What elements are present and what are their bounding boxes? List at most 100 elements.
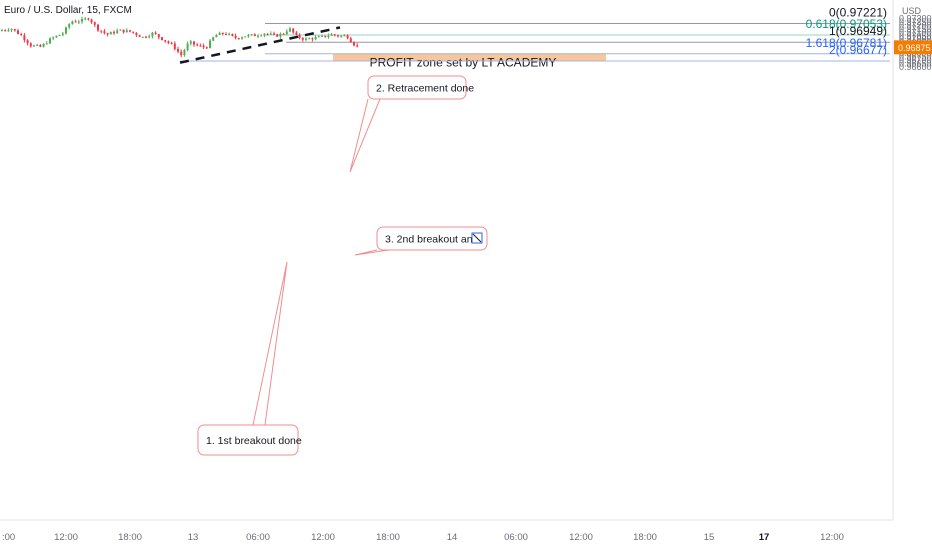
candle-body: [260, 35, 263, 37]
x-tick-label: 15: [704, 532, 715, 543]
y-tick-label: 0.97150: [899, 24, 932, 34]
candle-body: [253, 34, 256, 37]
x-tick-label: 14: [447, 532, 458, 543]
candle-body: [68, 24, 71, 28]
candle-body: [237, 38, 240, 40]
candle-body: [218, 32, 221, 35]
x-tick-label: 06:00: [504, 532, 528, 543]
y-tick-label: 0.97300: [899, 14, 932, 24]
x-tick-label: 13: [188, 532, 199, 543]
fib-label: 2(0.96677): [829, 43, 887, 57]
y-tick-label: 0.97250: [899, 17, 932, 27]
fib-label: 0.618(0.97053): [806, 17, 887, 31]
candle-body: [340, 35, 343, 37]
candle-body: [193, 41, 195, 45]
candle-body: [125, 30, 128, 33]
candle-body: [247, 34, 250, 37]
candle-body: [231, 33, 234, 36]
trendline: [179, 26, 341, 64]
current-price-tag: [894, 40, 932, 55]
callout-text: 2. Retracement done: [376, 83, 474, 95]
candle-body: [13, 29, 16, 31]
candle-body: [109, 32, 112, 35]
candle-body: [65, 27, 67, 34]
candle-body: [148, 36, 151, 38]
candle-body: [295, 32, 298, 35]
candle-body: [81, 18, 83, 22]
y-tick-label: 0.97100: [899, 27, 932, 37]
x-tick-label: 12:00: [54, 532, 78, 543]
candle-body: [314, 36, 317, 40]
candle-body: [305, 38, 307, 40]
candle-body: [52, 37, 55, 39]
candle-body: [87, 18, 90, 20]
candle-body: [269, 33, 272, 35]
x-tick-label: :00: [2, 532, 15, 543]
callout-box: [367, 75, 467, 100]
callout-pointer: [349, 98, 381, 173]
candle-body: [151, 32, 154, 37]
candle-body: [225, 33, 227, 35]
candle-body: [23, 35, 26, 41]
candle-body: [10, 29, 13, 31]
candle-body: [327, 35, 330, 37]
candle-body: [282, 33, 285, 35]
candle-body: [164, 40, 167, 42]
x-tick-label: 12:00: [820, 532, 844, 543]
candle-body: [273, 33, 275, 35]
candle-body: [346, 35, 349, 39]
candle-body: [234, 35, 237, 39]
candle-body: [186, 43, 189, 50]
y-tick-label: 0.96750: [899, 51, 932, 61]
y-tick-label: 0.96600: [899, 62, 932, 72]
candle-body: [106, 33, 109, 35]
x-tick-label: 12:00: [569, 532, 593, 543]
candle-body: [167, 41, 170, 43]
callout-text: 1. 1st breakout done: [206, 435, 302, 447]
fib-label: 0(0.97221): [829, 5, 887, 19]
candle-body: [74, 21, 77, 23]
candle-body: [266, 33, 269, 35]
candle-body: [177, 48, 179, 52]
y-tick-label: 0.97000: [899, 34, 932, 44]
candle-body: [263, 33, 266, 36]
callout-box: [376, 226, 488, 251]
candle-body: [349, 38, 352, 43]
current-price-label: 0.96875: [898, 43, 931, 53]
candle-body: [209, 40, 211, 48]
candle-body: [42, 43, 45, 47]
candle-body: [333, 34, 336, 36]
candle-body: [205, 47, 208, 49]
candle-body: [138, 35, 141, 37]
x-tick-label: 18:00: [633, 532, 657, 543]
profit-zone: PROFIT zone set by LT ACADEMY: [333, 53, 606, 69]
candle-body: [135, 32, 138, 36]
candle-body: [84, 18, 87, 20]
candle-body: [212, 37, 215, 41]
candle-body: [29, 43, 32, 47]
candle-body: [202, 45, 205, 48]
callout-box: [197, 424, 299, 456]
candle-body: [45, 43, 48, 45]
candle-body: [36, 44, 39, 46]
x-tick-label: 18:00: [376, 532, 400, 543]
candle-body: [221, 32, 224, 34]
candle-body: [17, 30, 19, 35]
candle-body: [244, 36, 247, 38]
candle-body: [122, 29, 125, 33]
x-tick-label: 06:00: [246, 532, 270, 543]
y-tick-label: 0.96650: [899, 58, 932, 68]
candle-body: [116, 30, 119, 34]
profit-zone-rect: [333, 53, 606, 61]
candle-body: [317, 36, 320, 38]
candle-body: [173, 43, 176, 49]
candle-body: [289, 28, 291, 32]
fib-label: 1.618(0.96781): [806, 36, 887, 50]
annotations: 2. Retracement done 3. 2nd breakout and 1.…: [197, 75, 488, 456]
candle-body: [298, 34, 301, 39]
candle-body: [141, 36, 144, 38]
candle-body: [170, 42, 173, 44]
candle-body: [161, 37, 163, 41]
candle-body: [7, 30, 10, 32]
